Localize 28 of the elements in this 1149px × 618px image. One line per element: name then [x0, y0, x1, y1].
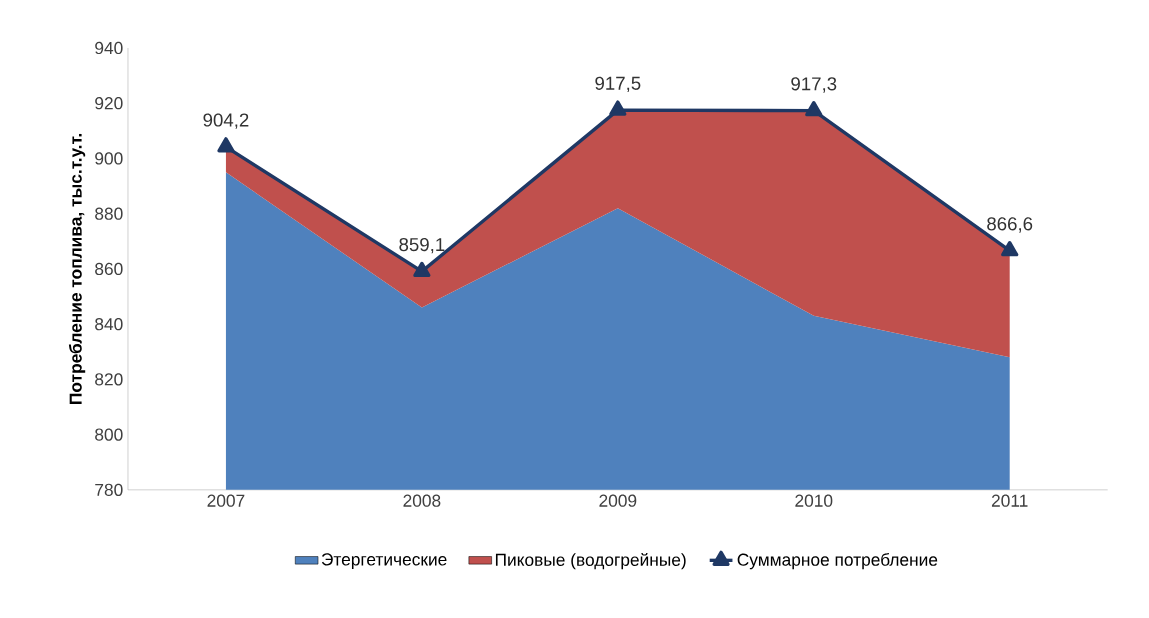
point: [1001, 241, 1019, 257]
y-tick-label: 860: [95, 262, 123, 276]
y-tick-label: 920: [95, 97, 123, 110]
x-tick-label: 2011: [991, 494, 1028, 507]
y-tick-label: 880: [95, 207, 123, 220]
x-tick-label: 2008: [403, 494, 441, 507]
data-label: 917,5: [595, 76, 641, 93]
y-axis-title: Потребление топлива, тыс.т.у.т.: [68, 134, 86, 404]
point: [413, 261, 431, 278]
y-tick-label: 780: [95, 483, 123, 497]
data-label: 859,1: [399, 238, 445, 254]
y-tick-label: 900: [95, 152, 123, 165]
legend-label: Этергетические: [321, 553, 447, 570]
x-tick-label: 2010: [795, 494, 833, 507]
x-tick-label: 2009: [599, 494, 637, 507]
legend-label: Суммарное потребление: [737, 553, 938, 570]
y-tick-label: 940: [95, 41, 123, 55]
point: [609, 100, 627, 116]
point: [805, 101, 823, 117]
data-label: 917,3: [791, 77, 837, 93]
legend-label: Пиковые (водогрейные): [495, 552, 686, 570]
x-tick-label: 2007: [207, 494, 245, 507]
data-label: 904,2: [203, 113, 249, 129]
y-tick-label: 820: [95, 373, 123, 386]
data-label: 866,6: [987, 217, 1033, 233]
y-tick-label: 840: [95, 318, 123, 331]
y-tick-label: 800: [95, 428, 123, 441]
point: [217, 137, 235, 153]
